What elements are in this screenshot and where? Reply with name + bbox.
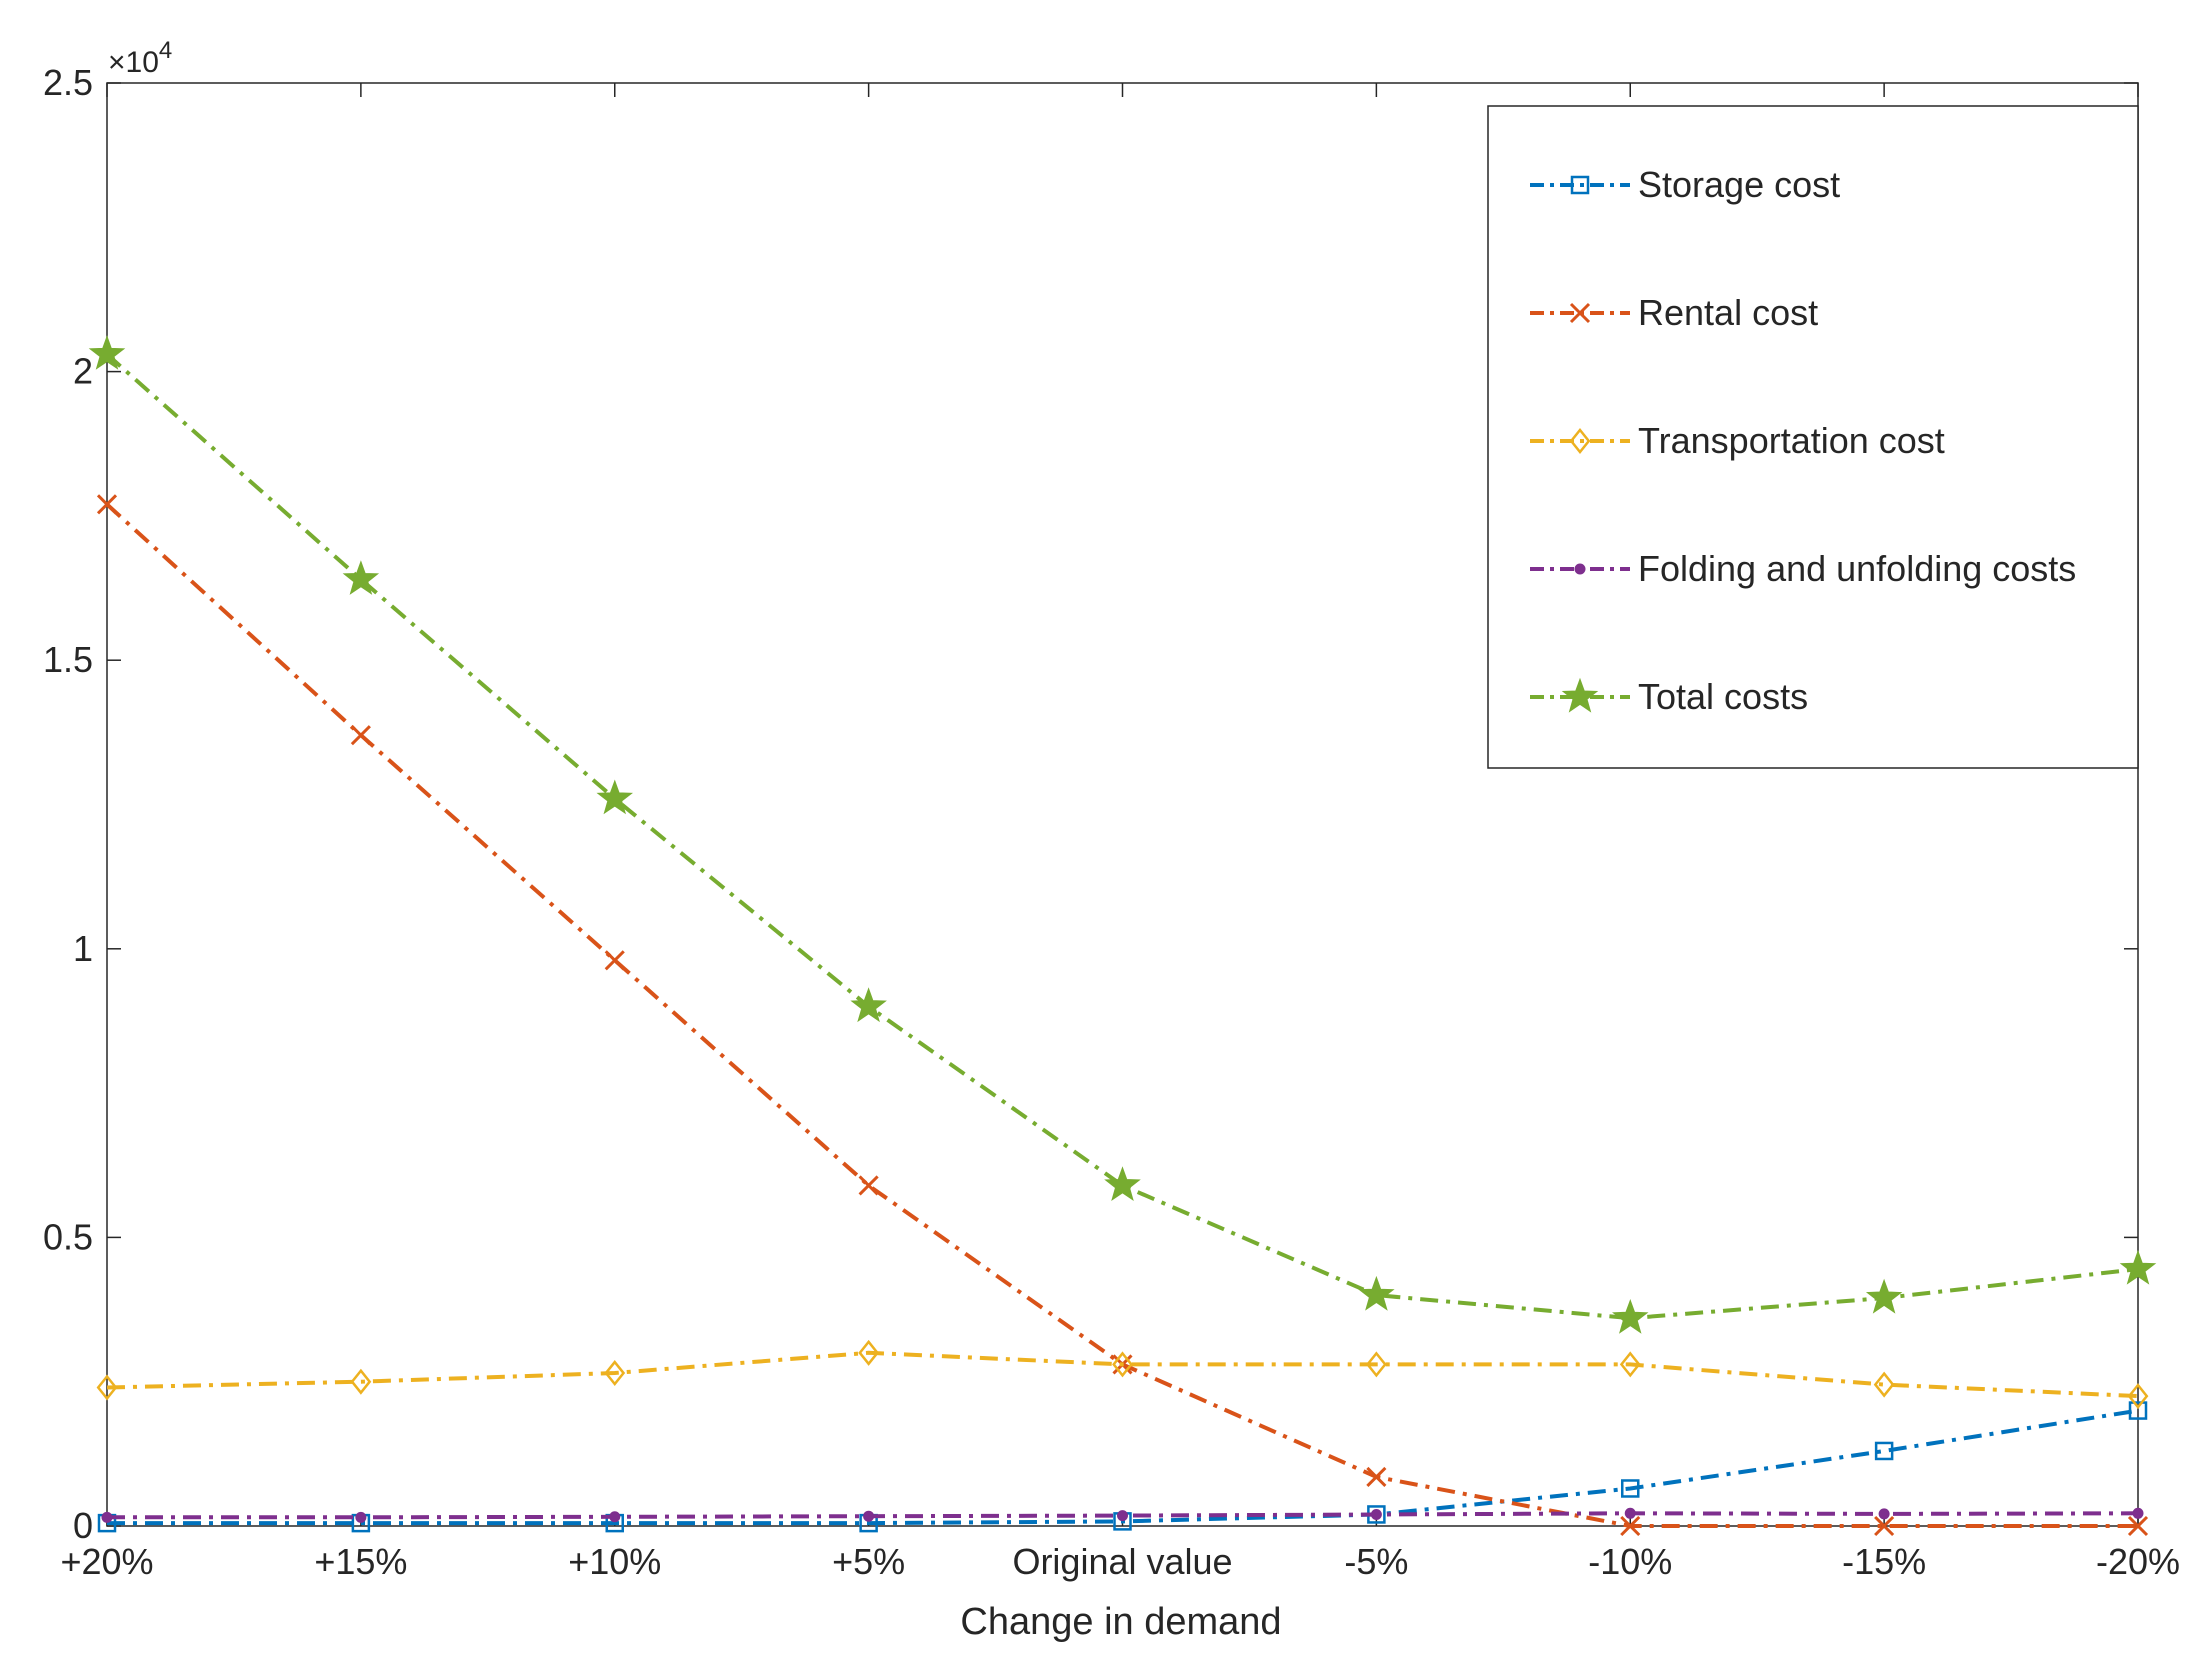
legend-item: Total costs	[1530, 676, 1808, 717]
x-tick-label: -15%	[1842, 1541, 1926, 1582]
y-tick-label: 0	[73, 1505, 93, 1546]
legend-box	[1487, 105, 2139, 769]
data-point	[609, 1511, 621, 1523]
data-point	[1112, 1351, 1133, 1378]
data-point	[101, 1511, 113, 1523]
y-axis-ticks: 0 0.5 1 1.5 2 2.5	[43, 62, 2138, 1546]
data-point	[88, 335, 126, 370]
data-point	[1865, 1278, 1903, 1314]
x-tick-label: -10%	[1588, 1541, 1672, 1582]
x-tick-label: Original value	[1012, 1541, 1232, 1582]
data-point	[350, 1368, 372, 1395]
data-point	[96, 1374, 118, 1401]
y-tick-label: 1.5	[43, 639, 93, 680]
x-tick-label: +20%	[60, 1541, 153, 1582]
data-point	[2119, 1249, 2157, 1285]
data-point	[2127, 1515, 2149, 1537]
data-point	[850, 987, 887, 1023]
data-point	[342, 560, 380, 595]
data-point	[858, 1175, 879, 1196]
data-point	[2128, 1401, 2148, 1420]
legend-label: Transportation cost	[1638, 420, 1945, 461]
data-point	[1624, 1507, 1636, 1519]
legend-marker	[1569, 302, 1591, 324]
legend-label: Total costs	[1638, 676, 1808, 717]
legend-item: Transportation cost	[1530, 420, 1945, 461]
x-tick-label: +15%	[314, 1541, 407, 1582]
data-point	[1117, 1510, 1128, 1522]
data-point	[2132, 1507, 2144, 1519]
series-storage-cost	[97, 1401, 2148, 1533]
legend-item: Storage cost	[1530, 164, 1840, 205]
series-line	[106, 1350, 2139, 1399]
legend-item: Folding and unfolding costs	[1530, 548, 2076, 589]
x-tick-label: -20%	[2096, 1541, 2180, 1582]
legend-marker	[1574, 563, 1586, 575]
data-point	[604, 950, 625, 971]
data-point	[1878, 1508, 1890, 1520]
y-tick-label: 2	[73, 351, 93, 392]
data-point	[858, 1339, 880, 1366]
y-axis-exponent-label: ×104	[108, 37, 172, 79]
legend-item: Rental cost	[1530, 292, 1818, 333]
data-point	[1873, 1371, 1895, 1398]
legend-marker	[1561, 677, 1599, 713]
y-tick-label: 1	[73, 928, 93, 969]
x-axis-ticks: +20% +15% +10% +5% Original value -5% -10% -15%…	[60, 83, 2180, 1582]
data-point	[1370, 1508, 1382, 1520]
series-transportation-cost	[96, 1339, 2149, 1410]
series-layer	[88, 335, 2157, 1537]
legend-marker	[1570, 175, 1590, 195]
legend-label: Storage cost	[1638, 164, 1840, 205]
x-axis-label: Change in demand	[960, 1601, 1281, 1643]
legend-marker	[1569, 427, 1591, 455]
data-point	[863, 1510, 875, 1522]
y-tick-label: 0.5	[43, 1216, 93, 1257]
data-point	[1874, 1515, 1895, 1537]
data-point	[1358, 1275, 1395, 1311]
x-tick-label: -5%	[1344, 1541, 1408, 1582]
data-point	[355, 1511, 367, 1523]
x-tick-label: +5%	[832, 1541, 905, 1582]
y-scale-exponent: 4	[159, 37, 172, 64]
series-line	[105, 352, 2139, 1321]
data-point	[596, 779, 633, 815]
data-point	[1874, 1441, 1894, 1461]
legend: Storage cost Rental cost Transportation co…	[1487, 105, 2139, 769]
y-tick-label: 2.5	[43, 62, 93, 103]
data-point	[350, 725, 371, 746]
data-point	[96, 494, 118, 515]
data-point	[1620, 1515, 1641, 1537]
data-point	[1365, 1351, 1387, 1378]
data-point	[1104, 1166, 1141, 1201]
data-point	[1621, 1479, 1640, 1498]
legend-label: Folding and unfolding costs	[1638, 548, 2076, 589]
series-line	[107, 1408, 2139, 1526]
legend-label: Rental cost	[1638, 292, 1818, 333]
series-total-costs	[88, 335, 2157, 1334]
series-folding-and-unfolding-costs	[101, 1507, 2144, 1523]
data-point	[604, 1360, 626, 1387]
data-point	[1612, 1299, 1649, 1334]
x-tick-label: +10%	[568, 1541, 661, 1582]
y-scale-base: ×10	[108, 46, 159, 79]
data-point	[2127, 1383, 2149, 1410]
data-point	[1366, 1466, 1387, 1488]
data-point	[1619, 1351, 1641, 1378]
